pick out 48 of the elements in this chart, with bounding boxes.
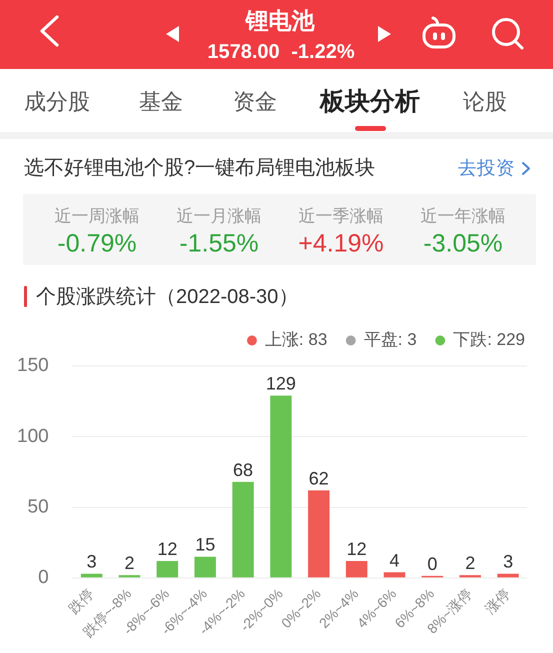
bar bbox=[497, 574, 519, 578]
data-label: 4 bbox=[389, 550, 400, 570]
data-label: 68 bbox=[233, 460, 254, 480]
text: 资金 bbox=[233, 89, 277, 114]
y-tick-label: 50 bbox=[28, 496, 49, 518]
data-label: 62 bbox=[308, 468, 329, 488]
data-label: 3 bbox=[503, 552, 514, 572]
bar bbox=[308, 490, 330, 578]
bar bbox=[156, 560, 178, 578]
text: -3.05% bbox=[423, 230, 503, 258]
text: 论股 bbox=[463, 89, 507, 114]
text: 1578.00 -1.22% bbox=[207, 41, 355, 63]
bar bbox=[346, 560, 368, 578]
text: 近一月涨幅 bbox=[176, 206, 262, 226]
text: -0.79% bbox=[57, 230, 137, 258]
data-label: 0 bbox=[427, 554, 438, 574]
y-tick-label: 100 bbox=[17, 426, 49, 447]
bar bbox=[80, 574, 102, 578]
text: 锂电池 bbox=[246, 8, 314, 34]
data-label: 12 bbox=[157, 538, 178, 559]
legend-label: 平盘: 3 bbox=[364, 330, 417, 350]
bar bbox=[270, 396, 292, 578]
bar bbox=[232, 482, 254, 578]
text: 近一周涨幅 bbox=[54, 206, 140, 226]
data-label: 2 bbox=[124, 553, 134, 574]
data-label: 12 bbox=[346, 538, 367, 559]
text: 选不好锂电池个股?一键布局锂电池板块 bbox=[24, 157, 376, 179]
text: 近一年涨幅 bbox=[420, 206, 506, 226]
bar bbox=[384, 572, 406, 578]
legend-label: 上涨: 83 bbox=[264, 330, 328, 350]
text: 近一季涨幅 bbox=[298, 206, 384, 226]
bar bbox=[194, 556, 216, 578]
data-label: 15 bbox=[195, 534, 216, 555]
text: 成分股 bbox=[24, 89, 90, 114]
data-label: 129 bbox=[266, 374, 296, 394]
legend-label: 下跌: 229 bbox=[453, 330, 525, 350]
text: 板块分析 bbox=[320, 88, 420, 116]
y-tick-label: 0 bbox=[38, 567, 49, 588]
y-tick-label: 150 bbox=[17, 355, 49, 376]
text: 去投资 bbox=[458, 156, 515, 178]
text: +4.19% bbox=[298, 230, 384, 258]
text: -1.55% bbox=[179, 230, 259, 258]
x-tick-label: 涨停 bbox=[482, 585, 513, 617]
x-tick-label: 跌停 bbox=[65, 585, 96, 617]
data-label: 3 bbox=[86, 552, 97, 572]
text: 基金 bbox=[139, 89, 183, 114]
data-label: 2 bbox=[465, 553, 476, 574]
chart-title: 个股涨跌统计（2022-08-30） bbox=[36, 286, 298, 308]
